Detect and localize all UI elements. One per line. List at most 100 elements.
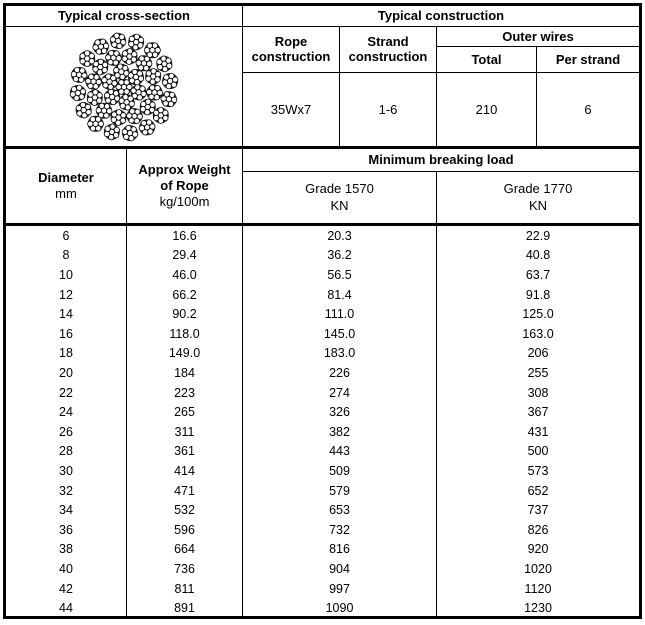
grade-1570-cell: 111.0 [243,304,437,324]
weight-cell: 66.2 [127,284,243,305]
diameter-cell: 28 [6,441,127,462]
construction-grid: Rope construction Strand construction Ou… [243,27,639,146]
table-row: 28 361 443 500 [6,441,639,462]
breaking-load-title: Minimum breaking load [243,149,639,172]
grade-1770-unit: KN [528,197,548,213]
grade-1570-cell: 653 [243,500,437,520]
grade-1570-cell: 20.3 [243,226,437,246]
weight-cell: 471 [127,480,243,501]
grade-1770-cell: 163.0 [522,326,554,341]
grade-1770-cell: 22.9 [525,228,551,243]
table-row: 30 414 509 573 [6,461,639,481]
grade-1770-cell: 573 [527,463,549,478]
grade-1770-cell: 500 [527,444,549,459]
table-row: 8 29.4 36.2 40.8 [6,245,639,266]
diameter-cell: 20 [6,363,127,383]
outer-wires-total-value: 210 [437,73,537,146]
grade-1570-label: Grade 1570 [305,180,374,196]
grade-1770-cell: 737 [527,503,549,518]
grade-1570-cell: 81.4 [243,284,437,305]
outer-wires-total-header: Total [437,47,537,73]
grade-1770-cell: 920 [527,542,549,557]
diameter-header: Diameter mm [6,149,127,223]
outer-wires-per-strand-value: 6 [584,102,592,117]
strand-construction-value: 1-6 [340,73,437,146]
diameter-cell: 18 [6,343,127,364]
grade-1770-cell: 308 [527,385,549,400]
weight-cell: 891 [127,598,243,618]
grade-1570-unit: KN [330,197,349,213]
grade-1770-cell: 125.0 [522,307,554,322]
cross-section-cell: Typical cross-section [6,6,243,146]
diameter-cell: 14 [6,304,127,324]
weight-cell: 90.2 [127,304,243,324]
weight-cell: 736 [127,559,243,579]
weight-cell: 361 [127,441,243,462]
construction-cell: Typical construction Rope construction S… [243,6,639,146]
grade-1770-cell: 91.8 [525,287,551,302]
diameter-cell: 6 [6,226,127,246]
grade-1570-cell: 997 [243,578,437,599]
table-row: 6 16.6 20.3 22.9 [6,226,639,246]
grade-1770-cell: 206 [527,346,549,361]
diameter-cell: 32 [6,480,127,501]
weight-cell: 149.0 [127,343,243,364]
grade-1570-cell: 443 [243,441,437,462]
weight-cell: 414 [127,461,243,481]
grade-1770-cell: 826 [527,522,549,537]
weight-cell: 29.4 [127,245,243,266]
diameter-cell: 26 [6,422,127,442]
grade-1570-cell: 145.0 [243,324,437,344]
table-row: 22 223 274 308 [6,382,639,403]
grade-1570-cell: 816 [243,539,437,560]
grade-1570-cell: 732 [243,520,437,540]
diameter-cell: 36 [6,520,127,540]
rope-construction-header: Rope construction [243,27,340,73]
table-row: 36 596 732 826 [6,520,639,540]
grade-1570-header: Grade 1570 KN [243,172,437,223]
diameter-cell: 40 [6,559,127,579]
table-row: 18 149.0 183.0 206 [6,343,639,364]
weight-unit: kg/100m [159,194,210,210]
weight-cell: 265 [127,402,243,422]
diameter-cell: 12 [6,284,127,305]
diameter-cell: 30 [6,461,127,481]
grade-1770-cell: 1020 [524,561,552,576]
grade-1570-cell: 509 [243,461,437,481]
table-row: 12 66.2 81.4 91.8 [6,284,639,305]
weight-label-line2: of Rope [160,177,209,193]
table-row: 24 265 326 367 [6,402,639,422]
column-headers-section: Diameter mm Approx Weight of Rope kg/100… [6,149,639,226]
rope-cross-section-svg [69,32,179,141]
weight-cell: 223 [127,382,243,403]
weight-cell: 811 [127,578,243,599]
diameter-unit: mm [55,186,77,201]
outer-wires-per-strand-header: Per strand [537,47,639,73]
table-row: 16 118.0 145.0 163.0 [6,324,639,344]
table-row: 10 46.0 56.5 63.7 [6,265,639,285]
grade-1570-cell: 226 [243,363,437,383]
table-row: 26 311 382 431 [6,422,639,442]
weight-cell: 664 [127,539,243,560]
table-row: 44 891 1090 1230 [6,598,639,618]
diameter-cell: 22 [6,382,127,403]
diameter-cell: 44 [6,598,127,618]
grade-1770-cell: 40.8 [525,248,551,263]
diameter-cell: 38 [6,539,127,560]
grade-1570-cell: 36.2 [243,245,437,266]
grade-1770-label: Grade 1770 [503,180,573,196]
weight-cell: 311 [127,422,243,442]
weight-cell: 184 [127,363,243,383]
grade-headers: Grade 1570 KN Grade 1770 KN [243,172,639,223]
diameter-cell: 10 [6,265,127,285]
grade-1570-cell: 56.5 [243,265,437,285]
diameter-cell: 16 [6,324,127,344]
diameter-cell: 24 [6,402,127,422]
grade-1770-cell: 63.7 [525,267,551,282]
top-section: Typical cross-section Typical constructi… [6,6,639,149]
grade-1570-cell: 326 [243,402,437,422]
strand-construction-header: Strand construction [340,27,437,73]
grade-1770-cell: 255 [527,365,549,380]
cross-section-title: Typical cross-section [6,6,242,27]
table-row: 20 184 226 255 [6,363,639,383]
